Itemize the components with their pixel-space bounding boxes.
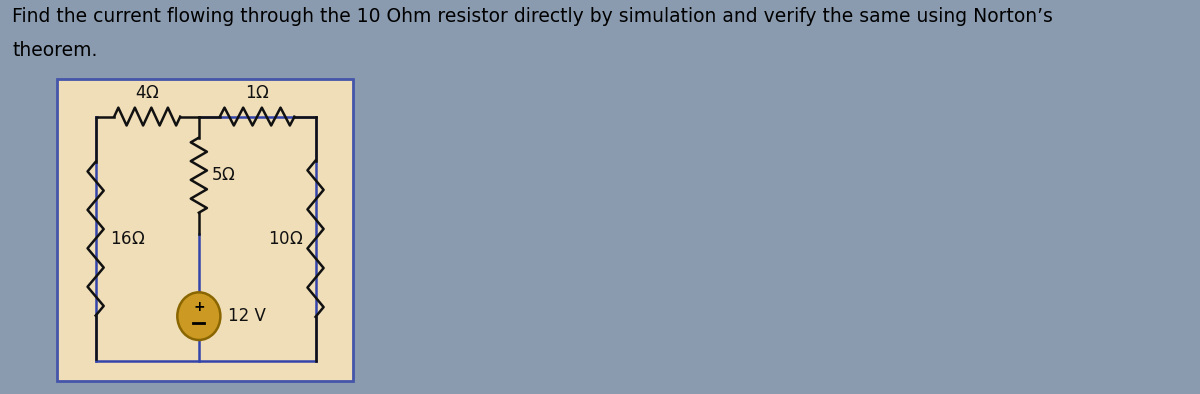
- Text: 4$\Omega$: 4$\Omega$: [134, 84, 160, 102]
- FancyBboxPatch shape: [58, 79, 353, 381]
- Text: 1$\Omega$: 1$\Omega$: [245, 84, 270, 102]
- Circle shape: [178, 292, 221, 340]
- Text: 10$\Omega$: 10$\Omega$: [268, 230, 302, 248]
- Text: Find the current flowing through the 10 Ohm resistor directly by simulation and : Find the current flowing through the 10 …: [12, 7, 1054, 26]
- Text: 16$\Omega$: 16$\Omega$: [110, 230, 145, 248]
- Text: 12 V: 12 V: [228, 307, 266, 325]
- Text: 5$\Omega$: 5$\Omega$: [210, 166, 235, 184]
- Text: +: +: [193, 300, 205, 314]
- Text: theorem.: theorem.: [12, 41, 97, 60]
